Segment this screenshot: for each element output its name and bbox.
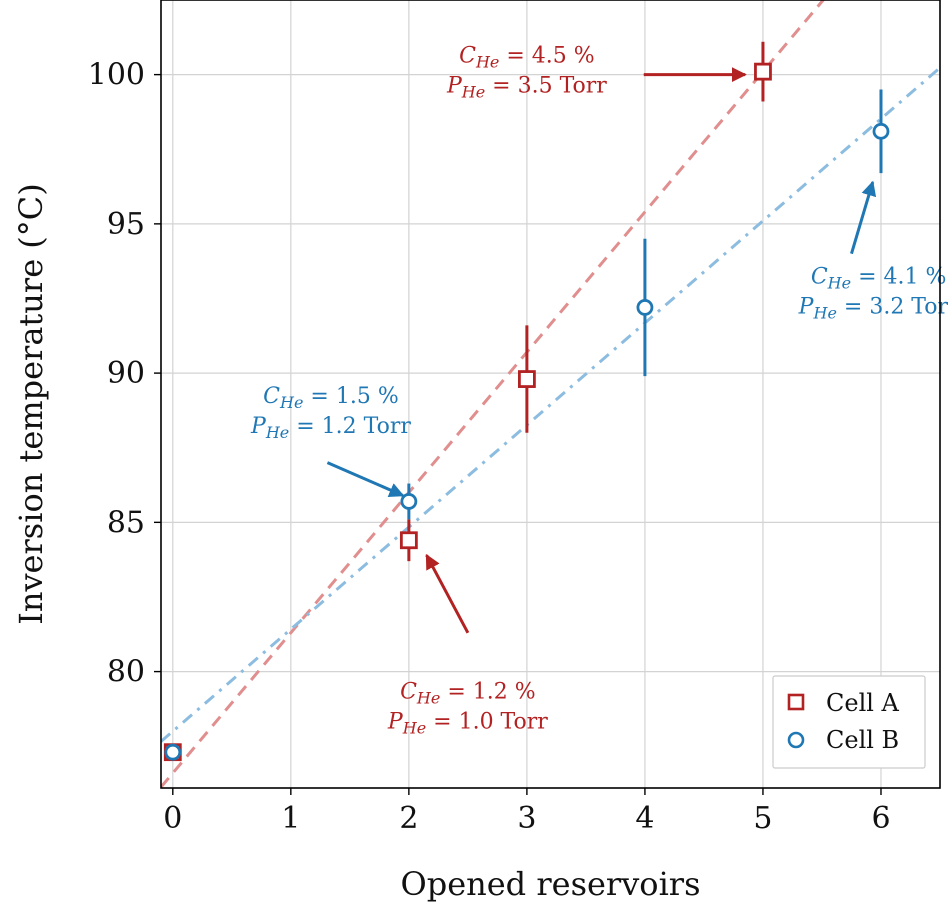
annotation-pressure: PHe = 1.0 Torr	[387, 709, 548, 737]
y-axis-title: Inversion temperature (°C)	[12, 183, 50, 625]
legend-label-cell-b: Cell B	[826, 726, 899, 754]
plot-frame	[160, 0, 941, 789]
annotation-arrow	[326, 461, 405, 497]
annotation-concentration: CHe = 1.5 %	[263, 384, 399, 412]
x-tick-label: 1	[281, 801, 300, 836]
x-tick-label: 0	[163, 801, 182, 836]
data-point-cell-b	[400, 493, 418, 510]
legend-marker-cell-a	[787, 693, 805, 711]
legend-box	[772, 675, 926, 769]
y-tick-label: 80	[107, 655, 145, 690]
x-tick-label: 6	[871, 801, 890, 836]
data-point-cell-a	[399, 531, 418, 550]
data-point-cell-b	[636, 299, 654, 316]
fit-lines	[161, 0, 940, 788]
y-tick-label: 85	[107, 505, 145, 540]
annotation-concentration: CHe = 4.5 %	[459, 44, 595, 72]
legend: Cell A Cell B	[772, 675, 926, 769]
axis-ticks: 0 1 2 3 4 5 6 80 85 90 95 100	[88, 58, 891, 836]
fit-line-cell-b	[161, 66, 940, 743]
annotation-pressure: PHe = 3.5 Torr	[446, 74, 607, 102]
annotation-concentration: CHe = 4.1 %	[811, 265, 947, 293]
data-point-cell-a	[754, 62, 772, 81]
annotation-pressure: PHe = 1.2 Torr	[250, 414, 411, 442]
annotation-arrow	[850, 180, 877, 255]
annotation-arrow	[425, 553, 470, 634]
x-tick-label: 3	[517, 801, 536, 836]
annotation-concentration: CHe = 1.2 %	[400, 679, 536, 707]
y-tick-label: 100	[88, 58, 145, 93]
x-tick-label: 2	[399, 801, 418, 836]
legend-label-cell-a: Cell A	[826, 689, 900, 717]
x-tick-label: 4	[635, 801, 654, 836]
x-tick-label: 5	[753, 801, 772, 836]
data-points	[163, 41, 890, 762]
y-tick-label: 95	[107, 207, 145, 242]
legend-marker-cell-b	[787, 731, 805, 749]
grid-lines	[161, 0, 940, 788]
data-point-cell-a	[517, 370, 536, 388]
data-point-cell-b	[872, 122, 890, 140]
fit-line-cell-a	[161, 0, 826, 788]
annotation-pressure: PHe = 3.2 Torr	[798, 295, 948, 323]
x-axis-title: Opened reservoirs	[400, 865, 700, 903]
data-point-cell-b	[164, 743, 182, 761]
y-tick-label: 90	[107, 356, 145, 391]
